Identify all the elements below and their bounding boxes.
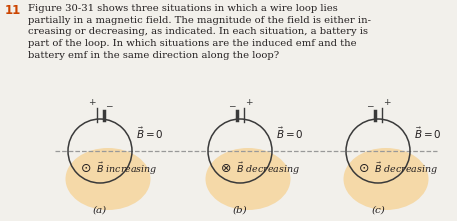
Text: $\vec{B}=0$: $\vec{B}=0$ [276,125,304,141]
Text: −: − [105,101,112,110]
Ellipse shape [344,148,429,210]
Text: $\vec{B}$ decreasing: $\vec{B}$ decreasing [236,161,300,177]
Text: $\vec{B}$ decreasing: $\vec{B}$ decreasing [374,161,438,177]
Text: Figure 30-31 shows three situations in which a wire loop lies
partially in a mag: Figure 30-31 shows three situations in w… [28,4,371,60]
Text: −: − [366,101,373,110]
Text: $\vec{B}=0$: $\vec{B}=0$ [136,125,164,141]
Text: ⊙: ⊙ [359,162,369,175]
Text: 11: 11 [5,4,21,17]
Text: ⊗: ⊗ [221,162,231,175]
Text: +: + [88,98,95,107]
Text: +: + [383,98,390,107]
Text: $\vec{B}=0$: $\vec{B}=0$ [414,125,442,141]
Text: +: + [245,98,252,107]
Text: ⊙: ⊙ [81,162,91,175]
Text: (a): (a) [93,206,107,215]
Text: $\vec{B}$ increasing: $\vec{B}$ increasing [96,161,158,177]
Text: −: − [228,101,235,110]
Text: (c): (c) [371,206,385,215]
Ellipse shape [65,148,150,210]
Ellipse shape [206,148,291,210]
Text: (b): (b) [233,206,247,215]
